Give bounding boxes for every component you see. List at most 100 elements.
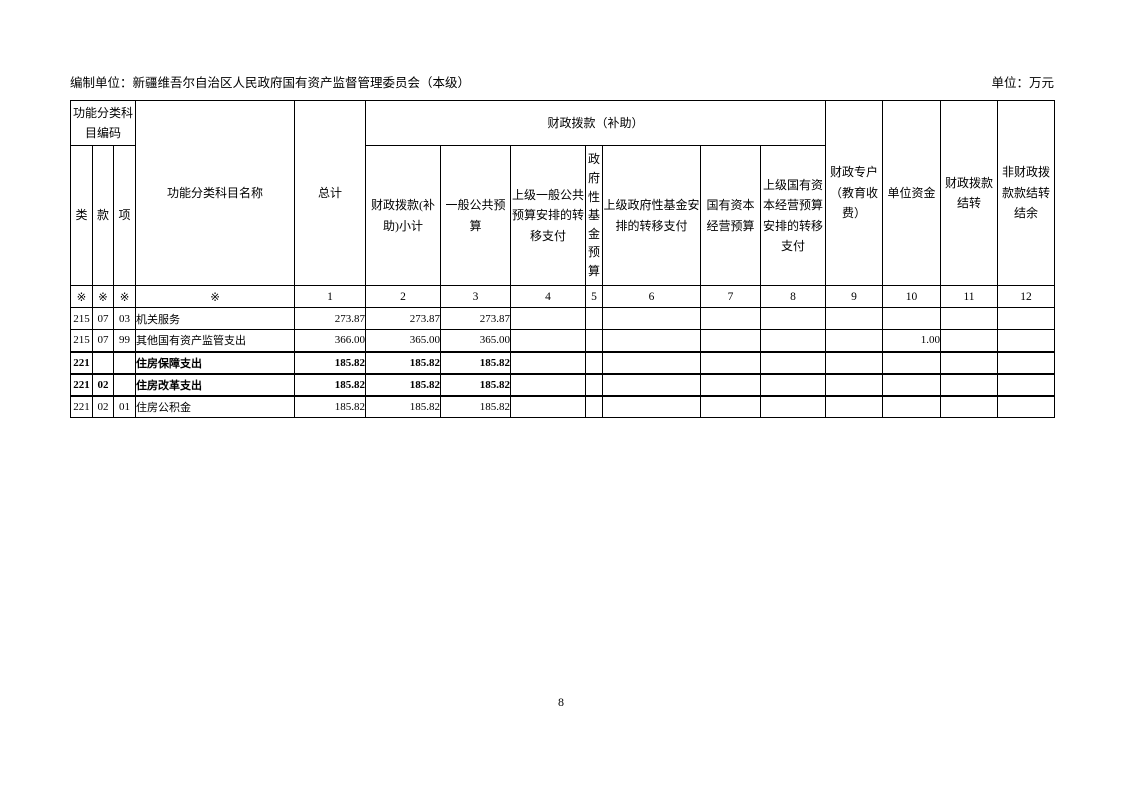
cell-value: 273.87 [440, 307, 512, 330]
header-group-fiscal-allocation: 财政拨款（补助） [365, 100, 827, 146]
cell-value: 185.82 [440, 395, 512, 418]
cell-value [760, 372, 827, 397]
header-col-section: 款 [92, 145, 114, 286]
table-row: 221 02 住房改革支出 185.82 185.82 185.82 [70, 372, 1056, 397]
index-cell: 8 [760, 285, 827, 308]
cell-subject-name: 机关服务 [135, 307, 296, 330]
cell-code-section: 02 [92, 395, 114, 418]
cell-value [882, 372, 942, 397]
cell-value [602, 395, 702, 418]
cell-value [510, 395, 587, 418]
cell-code-item: 99 [112, 329, 137, 352]
cell-value [700, 350, 762, 375]
table-row: 221 02 01 住房公积金 185.82 185.82 185.82 [70, 395, 1056, 418]
cell-value [997, 350, 1056, 375]
cell-value [602, 350, 702, 375]
index-cell: 4 [510, 285, 587, 308]
index-cell: 9 [825, 285, 884, 308]
cell-value: 365.00 [365, 329, 442, 352]
cell-value: 1.00 [882, 329, 942, 352]
cell-value [700, 307, 762, 330]
index-cell: 6 [602, 285, 702, 308]
cell-code-class: 215 [70, 307, 93, 330]
cell-value [510, 307, 587, 330]
header-code-group: 功能分类科目编码 [69, 100, 137, 146]
prepared-by-label: 编制单位：新疆维吾尔自治区人民政府国有资产监督管理委员会（本级） [70, 76, 471, 90]
index-cell: 11 [940, 285, 999, 308]
cell-value [997, 372, 1056, 397]
cell-value: 185.82 [294, 395, 367, 418]
cell-value [997, 395, 1056, 418]
cell-value [882, 350, 942, 375]
budget-table: 功能分类科目编码 功能分类科目名称 总计 财政拨款（补助） 财政专户（教育收费）… [69, 100, 1056, 418]
cell-value [510, 372, 587, 397]
table-row: 215 07 99 其他国有资产监管支出 366.00 365.00 365.0… [70, 329, 1056, 352]
index-cell: 5 [585, 285, 604, 308]
cell-code-class: 221 [70, 395, 93, 418]
cell-code-section [92, 350, 114, 375]
header-col-superior-govt-fund-transfer: 上级政府性基金安排的转移支付 [602, 145, 702, 286]
cell-value [510, 329, 587, 352]
index-cell: 1 [294, 285, 367, 308]
cell-code-item: 03 [112, 307, 137, 330]
table-row: 221 住房保障支出 185.82 185.82 185.82 [70, 350, 1056, 375]
cell-code-section: 07 [92, 329, 114, 352]
cell-value: 185.82 [440, 350, 512, 375]
header-col-class: 类 [70, 145, 93, 286]
header-col-fiscal-carryover: 财政拨款结转 [940, 100, 999, 286]
index-cell: 7 [700, 285, 762, 308]
header-col-fiscal-subtotal: 财政拨款(补助)小计 [365, 145, 442, 286]
cell-code-section: 02 [92, 372, 114, 397]
header-col-name: 功能分类科目名称 [135, 100, 296, 286]
cell-value [700, 329, 762, 352]
cell-value [940, 329, 999, 352]
cell-value [825, 395, 884, 418]
cell-value [760, 350, 827, 375]
cell-value [882, 307, 942, 330]
unit-label: 单位：万元 [991, 76, 1054, 90]
header-col-non-fiscal-carryover: 非财政拨款款结转结余 [997, 100, 1056, 286]
cell-value [825, 350, 884, 375]
index-cell: ※ [135, 285, 296, 308]
cell-value [602, 329, 702, 352]
cell-subject-name: 住房保障支出 [135, 350, 296, 375]
cell-value [700, 395, 762, 418]
header-col-unit-funds: 单位资金 [882, 100, 942, 286]
cell-value: 185.82 [365, 372, 442, 397]
cell-value: 185.82 [294, 350, 367, 375]
cell-subject-name: 其他国有资产监管支出 [135, 329, 296, 352]
cell-subject-name: 住房公积金 [135, 395, 296, 418]
cell-value [510, 350, 587, 375]
cell-value [882, 395, 942, 418]
cell-value [760, 307, 827, 330]
index-row: ※ ※ ※ ※ 1 2 3 4 5 6 7 8 9 10 11 12 [70, 285, 1056, 308]
cell-code-item [112, 372, 137, 397]
header-col-govt-fund-budget: 政府性基金预算 [585, 145, 604, 286]
cell-value: 185.82 [294, 372, 367, 397]
index-cell: 2 [365, 285, 442, 308]
cell-value [997, 307, 1056, 330]
header-row-1: 功能分类科目编码 功能分类科目名称 总计 财政拨款（补助） 财政专户（教育收费）… [69, 100, 1056, 286]
cell-value [602, 307, 702, 330]
cell-value [585, 329, 604, 352]
cell-value [585, 395, 604, 418]
index-cell: 12 [997, 285, 1056, 308]
table-row: 215 07 03 机关服务 273.87 273.87 273.87 [70, 307, 1056, 330]
cell-value [760, 329, 827, 352]
cell-value [997, 329, 1056, 352]
cell-value [825, 329, 884, 352]
header-col-fiscal-special-account: 财政专户（教育收费） [825, 100, 884, 286]
index-cell: ※ [70, 285, 93, 308]
cell-value: 185.82 [440, 372, 512, 397]
cell-value [602, 372, 702, 397]
cell-code-class: 221 [70, 372, 93, 397]
cell-value [825, 372, 884, 397]
cell-code-class: 215 [70, 329, 93, 352]
cell-value [585, 350, 604, 375]
cell-subject-name: 住房改革支出 [135, 372, 296, 397]
index-cell: ※ [92, 285, 114, 308]
cell-value: 185.82 [365, 350, 442, 375]
index-cell: 3 [440, 285, 512, 308]
meta-row: 编制单位：新疆维吾尔自治区人民政府国有资产监督管理委员会（本级） 单位：万元 [70, 75, 1054, 91]
